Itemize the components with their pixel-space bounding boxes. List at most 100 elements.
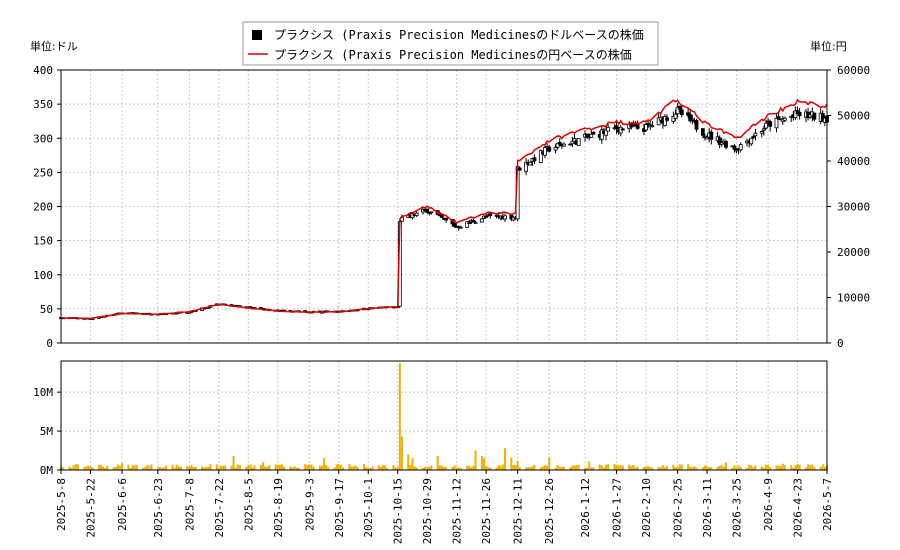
volume-bar <box>649 466 652 470</box>
volume-bar <box>724 462 727 470</box>
volume-bar <box>85 466 88 470</box>
candle-body <box>776 116 781 120</box>
x-tick-label: 2025-8-19 <box>272 478 285 538</box>
volume-bar <box>482 458 485 470</box>
volume-bar <box>708 467 711 470</box>
volume-bar <box>205 467 208 470</box>
legend-usd-label: プラクシス (Praxis Precision Medicinesのドルベースの… <box>274 27 644 42</box>
candle-body <box>589 133 594 138</box>
candle-body <box>690 118 695 121</box>
volume-bar <box>148 466 151 470</box>
volume-bar <box>642 466 645 470</box>
volume-bar <box>468 465 471 470</box>
candle-body <box>650 125 655 128</box>
candle-body <box>444 217 449 221</box>
volume-bar <box>436 455 439 470</box>
volume-bar <box>72 465 75 470</box>
volume-bar <box>544 465 547 470</box>
candle-body <box>820 113 825 122</box>
volume-bar <box>607 464 610 470</box>
volume-bar <box>411 458 414 470</box>
candle-body <box>749 137 754 145</box>
volume-bar <box>310 464 313 470</box>
volume-bar <box>746 468 749 470</box>
volume-bar <box>605 464 608 470</box>
volume-bar <box>384 465 387 470</box>
volume-bar <box>135 465 138 470</box>
candle-body <box>599 129 604 140</box>
volume-bar <box>150 464 153 470</box>
volume-bar <box>586 467 589 470</box>
volume-bar <box>562 466 565 470</box>
volume-bar <box>720 464 723 470</box>
volume-bar <box>363 464 366 470</box>
volume-bar <box>146 465 149 470</box>
volume-bar <box>672 464 675 470</box>
volume-bar <box>630 466 633 470</box>
legend-box <box>242 21 659 66</box>
volume-bar <box>598 464 601 470</box>
volume-bar <box>472 465 475 470</box>
x-tick-label: 2025-8-5 <box>242 478 255 531</box>
volume-bar <box>459 467 462 470</box>
volume-bar <box>245 466 248 470</box>
candle-body <box>724 140 728 148</box>
volume-bar <box>99 465 102 470</box>
volume-bars <box>60 363 828 470</box>
volume-bar <box>392 465 395 470</box>
y-right-tick-label: 20000 <box>837 246 870 259</box>
candle-body <box>568 143 573 146</box>
volume-bar <box>495 467 498 470</box>
x-tick-label: 2026-4-9 <box>762 478 775 531</box>
volume-bar <box>133 465 136 470</box>
volume-bar <box>678 464 681 470</box>
volume-bar <box>657 466 660 470</box>
price-plot-frame <box>60 69 828 344</box>
volume-bar <box>259 464 262 470</box>
volume-bar <box>762 467 765 470</box>
candle-body <box>604 129 608 136</box>
volume-bar <box>489 467 492 470</box>
candle-body <box>452 223 457 227</box>
candle-body <box>576 138 581 147</box>
volume-bar <box>280 464 283 470</box>
volume-bar <box>501 464 504 470</box>
volume-bar <box>651 467 654 470</box>
candle-body <box>688 114 693 122</box>
volume-bar <box>588 461 591 470</box>
volume-bar <box>613 464 616 470</box>
volume-bar <box>775 465 778 470</box>
x-tick-label: 2025-5-22 <box>84 478 97 538</box>
candle-body <box>789 116 794 118</box>
x-tick-label: 2025-10-29 <box>421 478 434 544</box>
volume-bar <box>769 466 772 470</box>
volume-bar <box>632 464 635 470</box>
candle-body <box>503 215 507 220</box>
y-right-tick-label: 50000 <box>837 110 870 123</box>
candle-body <box>709 131 714 140</box>
volume-bar <box>262 462 265 470</box>
volume-bar <box>583 467 586 470</box>
volume-tick-label: 0M <box>40 464 54 477</box>
volume-bar <box>83 467 86 470</box>
candle-body <box>473 222 478 224</box>
volume-bar <box>645 466 648 470</box>
volume-bar <box>487 467 490 470</box>
volume-bar <box>249 464 252 470</box>
candle-body <box>528 161 533 166</box>
volume-bar <box>718 465 721 470</box>
volume-bar <box>192 466 195 470</box>
volume-bar <box>750 465 753 470</box>
right-axis-ticks: 0 10000 20000 30000 40000 50000 60000 <box>827 64 870 350</box>
volume-bar <box>421 467 424 470</box>
volume-bar <box>114 467 117 470</box>
volume-bar <box>215 464 218 470</box>
volume-bar <box>318 465 321 470</box>
y-left-tick-label: 50 <box>40 303 53 316</box>
volume-bar <box>238 465 241 470</box>
candle-body <box>646 123 651 126</box>
candle-body <box>524 161 528 172</box>
candle-body <box>467 222 472 225</box>
volume-bar <box>504 448 507 470</box>
candle-body <box>783 117 787 121</box>
